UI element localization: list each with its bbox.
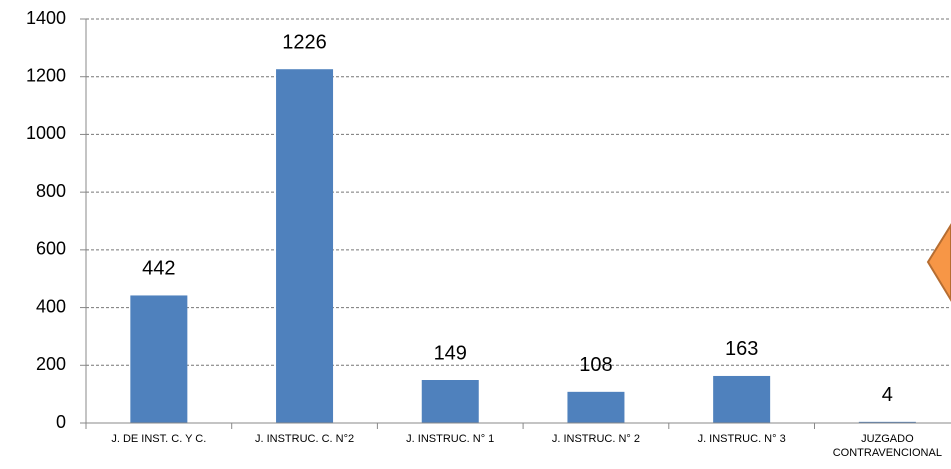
- bar: [130, 295, 188, 423]
- data-label: 4: [882, 384, 893, 406]
- y-tick-label: 1400: [26, 8, 66, 28]
- y-tick-label: 800: [36, 181, 66, 201]
- x-tick-label: J. INSTRUC. N° 2: [551, 433, 640, 445]
- y-tick-label: 400: [36, 296, 66, 316]
- y-tick-label: 0: [56, 412, 66, 432]
- y-tick-label: 600: [36, 239, 66, 259]
- data-label: 163: [725, 338, 758, 360]
- data-label: 149: [434, 342, 467, 364]
- bar: [567, 391, 625, 423]
- x-tick-label: JUZGADO CONTRAVENCIONAL: [832, 433, 942, 459]
- data-label: 1226: [282, 31, 327, 53]
- y-tick-label: 1000: [26, 123, 66, 143]
- bar: [276, 69, 334, 423]
- bar: [713, 375, 771, 423]
- y-tick-label: 200: [36, 354, 66, 374]
- bar: [421, 380, 479, 423]
- decoration-shape: [926, 223, 951, 302]
- x-tick-label: J. INSTRUC. N° 1: [406, 433, 495, 445]
- x-tick-label: J. INSTRUC. N° 3: [697, 433, 786, 445]
- x-tick-label: J. INSTRUC. C. N°2: [254, 433, 355, 445]
- data-label: 108: [579, 354, 612, 376]
- data-label: 442: [142, 258, 175, 280]
- y-tick-label: 1200: [26, 65, 66, 85]
- bar: [858, 421, 916, 423]
- x-tick-label: J. DE INST. C. Y C.: [111, 433, 207, 445]
